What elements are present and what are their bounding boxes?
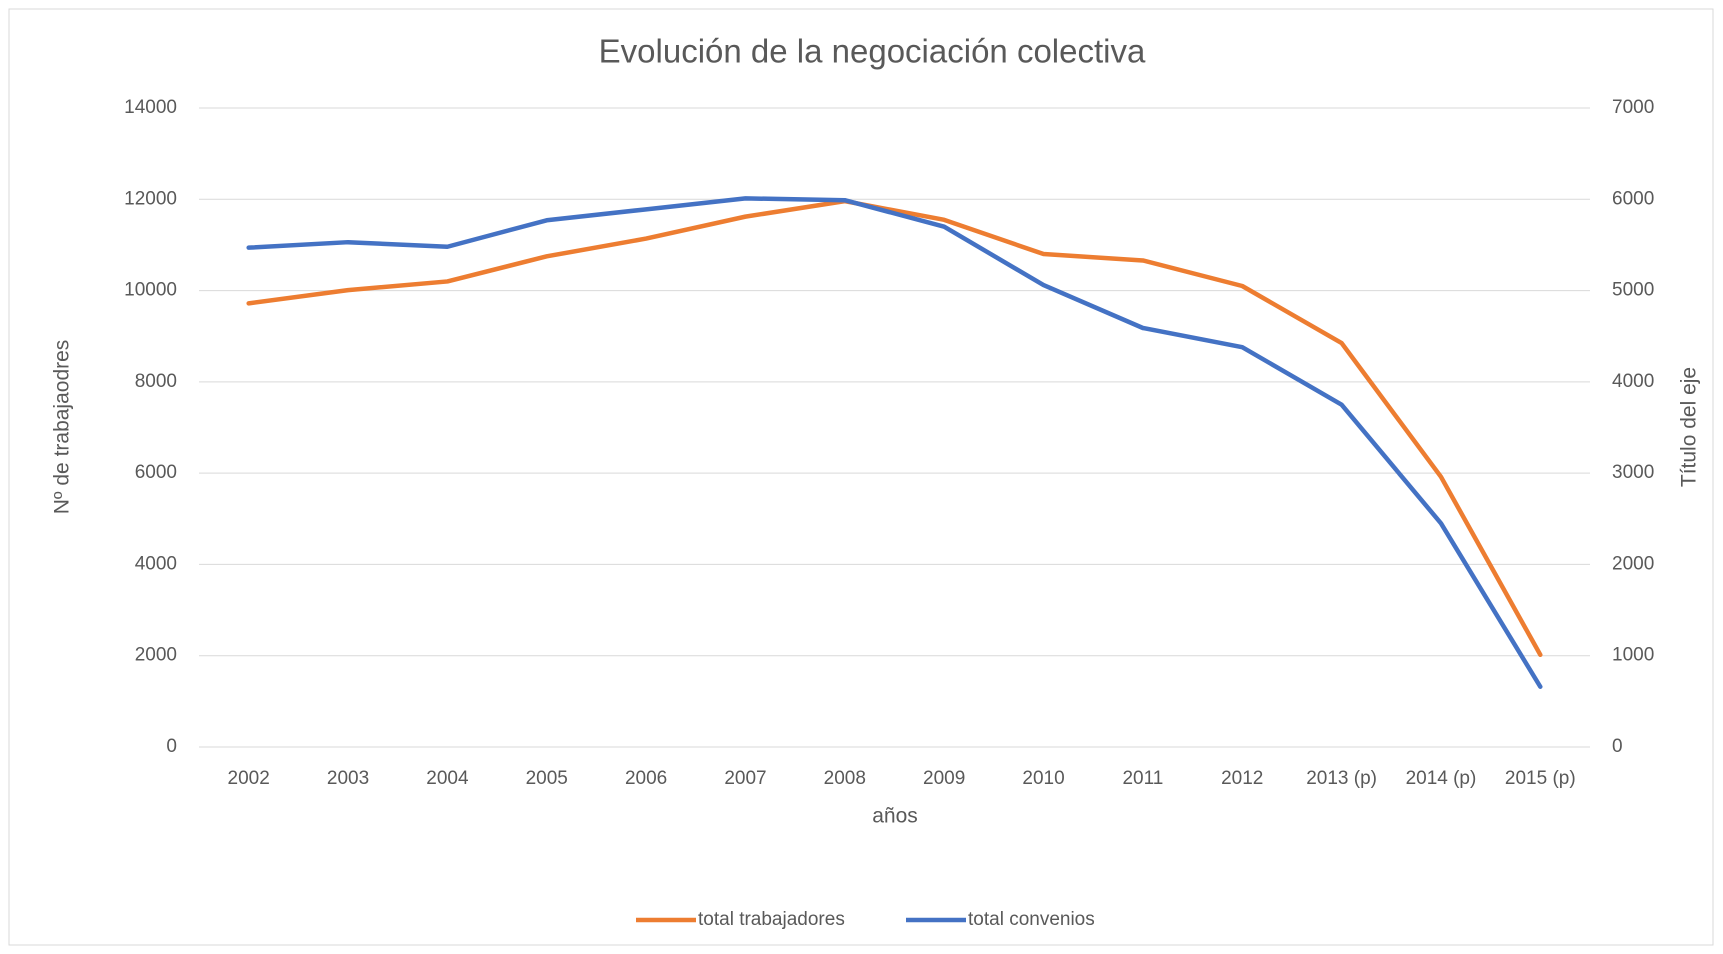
x-tick-label: 2005: [526, 768, 568, 789]
x-tick-label: 2011: [1122, 768, 1163, 789]
y-tick-label: 0: [166, 736, 177, 757]
x-tick-label: 2013 (p): [1306, 768, 1377, 789]
y2-tick-label: 5000: [1612, 280, 1654, 301]
y2-tick-label: 7000: [1612, 97, 1654, 118]
y2-tick-label: 1000: [1612, 645, 1654, 666]
x-tick-label: 2003: [327, 768, 369, 789]
x-axis-label: años: [872, 805, 918, 828]
y-tick-label: 10000: [124, 280, 177, 301]
y-tick-label: 8000: [135, 371, 177, 392]
x-tick-label: 2004: [426, 768, 469, 789]
legend-label: total trabajadores: [698, 909, 845, 930]
x-tick-label: 2010: [1022, 768, 1064, 789]
x-tick-label: 2015 (p): [1505, 768, 1576, 789]
x-tick-label: 2007: [724, 768, 766, 789]
y2-tick-label: 0: [1612, 736, 1623, 757]
y-axis-label: Nº de trabajaodres: [51, 340, 74, 515]
y2-axis-label: Título del eje: [1678, 367, 1701, 487]
legend-label: total convenios: [968, 909, 1095, 930]
y2-tick-label: 4000: [1612, 371, 1654, 392]
y-tick-label: 4000: [135, 553, 177, 574]
y2-tick-label: 2000: [1612, 553, 1654, 574]
y2-tick-label: 3000: [1612, 462, 1654, 483]
chart-border: [8, 8, 1714, 946]
x-tick-label: 2008: [824, 768, 866, 789]
y2-tick-label: 6000: [1612, 188, 1654, 209]
series-line: [246, 198, 1543, 658]
chart-title: Evolución de la negociación colectiva: [599, 33, 1146, 70]
y-tick-label: 6000: [135, 462, 177, 483]
series-line: [246, 196, 1543, 690]
x-tick-label: 2012: [1221, 768, 1263, 789]
x-tick-label: 2002: [228, 768, 270, 789]
y-tick-label: 12000: [124, 188, 177, 209]
x-tick-label: 2014 (p): [1406, 768, 1477, 789]
x-tick-label: 2009: [923, 768, 965, 789]
y-tick-label: 14000: [124, 97, 177, 118]
x-tick-label: 2006: [625, 768, 667, 789]
y-tick-label: 2000: [135, 645, 177, 666]
